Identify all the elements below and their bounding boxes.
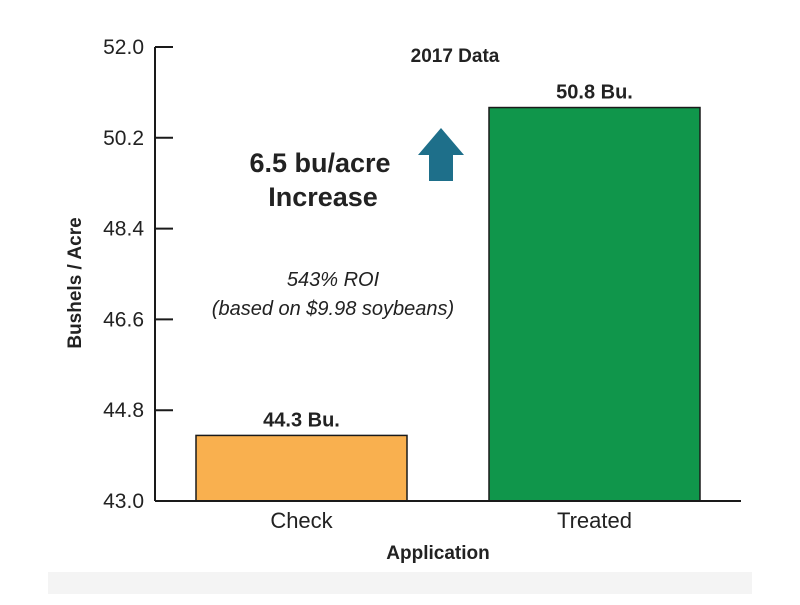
- y-tick-label: 52.0: [103, 36, 144, 59]
- roi-line1: 543% ROI: [287, 269, 380, 291]
- x-tick-label-treated: Treated: [557, 508, 632, 533]
- y-tick-label: 44.8: [103, 399, 144, 422]
- footer-band: [48, 572, 752, 594]
- x-axis: Check Treated: [155, 500, 741, 533]
- y-tick-label: 50.2: [103, 127, 144, 150]
- x-axis-label: Application: [386, 543, 489, 564]
- data-label-treated: 50.8 Bu.: [556, 82, 633, 104]
- bar-treated: [488, 106, 701, 502]
- y-tick-label: 43.0: [103, 490, 144, 513]
- y-tick-label: 46.6: [103, 308, 144, 331]
- bar-check: [195, 434, 408, 502]
- x-tick-label-check: Check: [270, 508, 333, 533]
- data-label-check: 44.3 Bu.: [263, 409, 340, 431]
- y-axis: 43.0 44.8 46.6 48.4 50.2 52.0: [103, 36, 173, 513]
- bars-group: 44.3 Bu. 50.8 Bu.: [195, 82, 701, 502]
- roi-line2: (based on $9.98 soybeans): [212, 298, 454, 320]
- increase-callout-line1: 6.5 bu/acre: [249, 148, 390, 178]
- y-tick-label: 48.4: [103, 218, 144, 241]
- increase-callout-line2: Increase: [268, 182, 378, 212]
- up-arrow-icon: [418, 128, 464, 181]
- chart-title: 2017 Data: [411, 46, 500, 67]
- y-axis-label: Bushels / Acre: [65, 217, 86, 348]
